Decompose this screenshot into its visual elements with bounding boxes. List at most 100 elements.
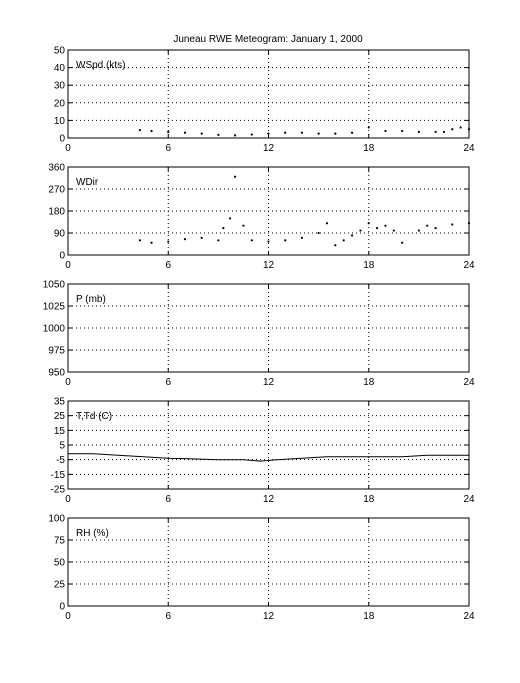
data-point-wdir bbox=[150, 241, 153, 244]
y-tick-label: 90 bbox=[54, 229, 66, 240]
data-point-wdir bbox=[401, 241, 404, 244]
data-point-wdir bbox=[300, 236, 304, 239]
x-tick-label: 12 bbox=[263, 377, 275, 388]
data-point-wspd bbox=[267, 132, 270, 135]
data-point-wspd bbox=[150, 129, 153, 133]
x-tick-label: 12 bbox=[263, 611, 275, 622]
data-line-temp bbox=[68, 453, 469, 462]
panel-label-wdir: WDir bbox=[76, 177, 99, 188]
y-tick-label: 10 bbox=[54, 116, 66, 127]
x-tick-label: 18 bbox=[363, 260, 375, 271]
x-tick-label: 18 bbox=[363, 143, 375, 154]
y-tick-label: 975 bbox=[48, 346, 65, 357]
panel-temp: 0 6 12 18 24 -25 -15 -5 5 15 25 35 T,Td (C) bbox=[51, 397, 475, 506]
data-point-wdir bbox=[392, 229, 395, 232]
y-tick-label: 25 bbox=[54, 411, 66, 422]
data-point-wdir bbox=[426, 224, 429, 227]
y-tick-label: 5 bbox=[59, 441, 65, 452]
data-point-wdir bbox=[267, 240, 270, 243]
data-point-wspd bbox=[317, 132, 320, 135]
y-tick-label: 0 bbox=[59, 134, 65, 145]
data-point-wdir bbox=[451, 223, 454, 226]
y-tick-label: 40 bbox=[54, 63, 66, 74]
figure-title: Juneau RWE Meteogram: January 1, 2000 bbox=[173, 34, 363, 45]
x-tick-label: 24 bbox=[463, 260, 475, 271]
data-point-wdir bbox=[242, 224, 245, 227]
y-tick-label: 0 bbox=[59, 602, 65, 613]
panel-label-rh: RH (%) bbox=[76, 528, 109, 539]
data-point-wspd bbox=[350, 131, 354, 134]
data-point-wdir bbox=[325, 222, 329, 225]
x-tick-label: 24 bbox=[463, 494, 475, 505]
x-tick-label: 0 bbox=[65, 611, 71, 622]
x-tick-label: 12 bbox=[263, 260, 275, 271]
x-tick-label: 24 bbox=[463, 611, 475, 622]
x-tick-label: 24 bbox=[463, 377, 475, 388]
y-tick-label: 1025 bbox=[43, 302, 66, 313]
x-tick-label: 6 bbox=[165, 494, 171, 505]
data-point-wspd bbox=[300, 131, 304, 134]
y-tick-label: 20 bbox=[54, 98, 66, 109]
x-tick-label: 12 bbox=[263, 494, 275, 505]
y-tick-label: 50 bbox=[54, 46, 66, 57]
x-tick-label: 0 bbox=[65, 143, 71, 154]
y-tick-label: 25 bbox=[54, 580, 66, 591]
data-point-wdir bbox=[317, 231, 320, 235]
x-tick-label: 18 bbox=[363, 611, 375, 622]
data-point-wdir bbox=[350, 234, 354, 237]
y-tick-label: 1000 bbox=[43, 324, 66, 335]
data-point-wdir bbox=[183, 238, 187, 241]
data-point-wdir bbox=[384, 224, 387, 227]
data-point-wspd bbox=[334, 132, 337, 135]
data-point-wspd bbox=[451, 128, 454, 131]
y-tick-label: 35 bbox=[54, 397, 66, 408]
y-tick-label: 75 bbox=[54, 536, 66, 547]
x-tick-label: 24 bbox=[463, 143, 475, 154]
x-tick-label: 18 bbox=[363, 494, 375, 505]
data-point-wdir bbox=[138, 239, 141, 242]
data-point-wspd bbox=[183, 131, 187, 134]
data-point-wdir bbox=[417, 229, 420, 232]
x-tick-label: 0 bbox=[65, 494, 71, 505]
x-tick-label: 0 bbox=[65, 260, 71, 271]
data-point-wdir bbox=[200, 236, 203, 239]
data-point-wspd bbox=[384, 129, 387, 133]
y-tick-label: 100 bbox=[48, 514, 65, 525]
y-tick-label: 30 bbox=[54, 81, 66, 92]
x-tick-label: 12 bbox=[263, 143, 275, 154]
x-tick-label: 6 bbox=[165, 611, 171, 622]
data-point-wspd bbox=[167, 130, 170, 133]
data-point-wspd bbox=[417, 130, 420, 133]
data-point-wdir bbox=[284, 239, 287, 242]
data-point-wspd bbox=[233, 134, 237, 137]
panel-label-temp: T,Td (C) bbox=[76, 411, 112, 422]
y-tick-label: -15 bbox=[51, 470, 66, 481]
data-point-wspd bbox=[138, 128, 141, 132]
data-point-wdir bbox=[233, 175, 237, 178]
data-point-wspd bbox=[200, 132, 203, 135]
y-tick-label: 50 bbox=[54, 558, 66, 569]
data-point-wdir bbox=[167, 240, 170, 243]
data-point-wspd bbox=[434, 130, 437, 133]
data-point-wspd bbox=[250, 133, 253, 136]
data-point-wdir bbox=[228, 217, 232, 220]
data-point-wspd bbox=[459, 126, 462, 129]
data-point-wdir bbox=[217, 239, 220, 242]
panel-label-wspd: WSpd (kts) bbox=[76, 60, 125, 71]
y-tick-label: 1050 bbox=[43, 280, 66, 291]
y-tick-label: 180 bbox=[48, 207, 65, 218]
y-tick-label: -25 bbox=[51, 485, 66, 496]
panel-label-pressure: P (mb) bbox=[76, 294, 106, 305]
data-point-wspd bbox=[442, 130, 446, 133]
panel-rh: 0 6 12 18 24 0 25 50 75 100 RH (%) bbox=[48, 514, 475, 623]
x-tick-label: 6 bbox=[165, 143, 171, 154]
y-tick-label: 15 bbox=[54, 426, 66, 437]
y-tick-label: -5 bbox=[56, 455, 65, 466]
data-point-wspd bbox=[284, 131, 287, 134]
data-point-wdir bbox=[467, 222, 471, 225]
data-point-wdir bbox=[376, 227, 379, 230]
data-point-wdir bbox=[334, 244, 337, 247]
panel-wdir: 0 6 12 18 24 0 90 180 270 360 WDir bbox=[48, 163, 475, 272]
panel-wspd: 0 6 12 18 24 0 10 20 30 40 50 WSpd (kts) bbox=[54, 46, 475, 155]
